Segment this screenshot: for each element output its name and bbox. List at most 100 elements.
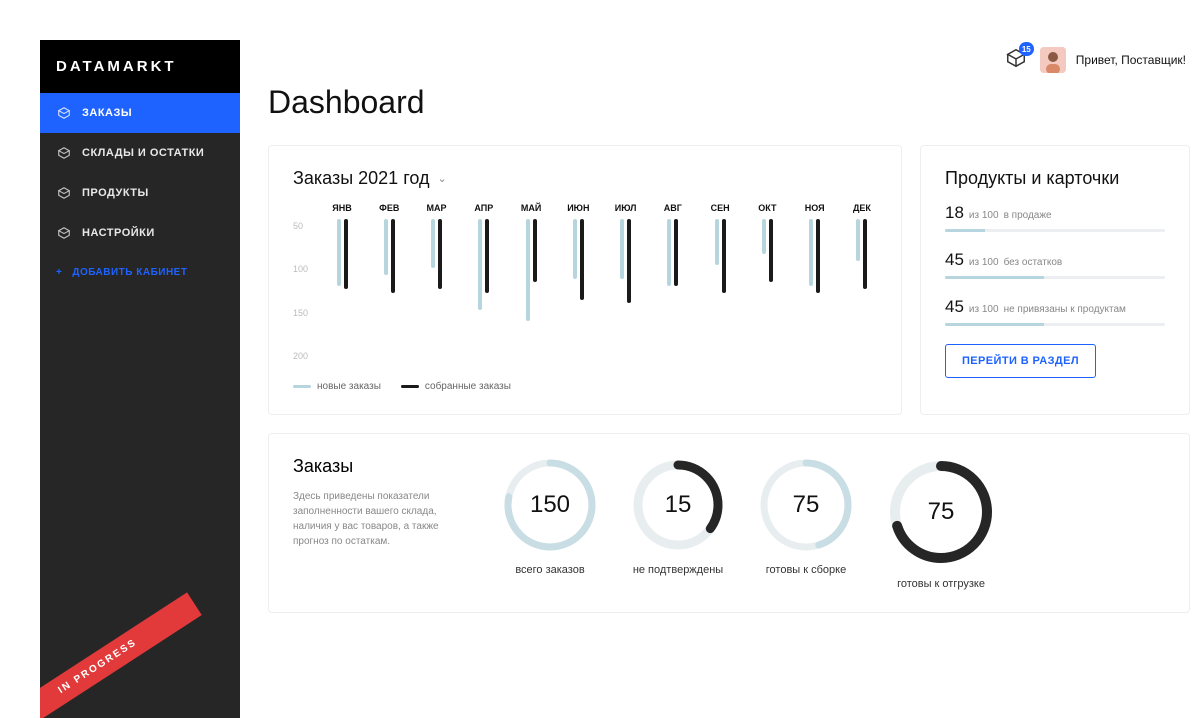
topbar: 15 Привет, Поставщик! — [268, 40, 1190, 74]
month-label: АВГ — [658, 203, 688, 213]
month-label: ФЕВ — [374, 203, 404, 213]
package-icon — [56, 185, 72, 201]
month-label: ОКТ — [752, 203, 782, 213]
notifications-button[interactable]: 15 — [1002, 46, 1030, 74]
donut-label: готовы к отгрузке — [897, 578, 985, 590]
greeting-text: Привет, Поставщик! — [1076, 53, 1186, 67]
bar — [667, 219, 671, 286]
main: 15 Привет, Поставщик! Dashboard Заказы 2… — [240, 40, 1200, 718]
legend-label: собранные заказы — [425, 381, 511, 392]
page-title: Dashboard — [268, 84, 1190, 121]
bar — [674, 219, 678, 286]
sidebar-item-заказы[interactable]: ЗАКАЗЫ — [40, 93, 240, 133]
metric-of: из 100 — [969, 304, 999, 315]
bar — [620, 219, 624, 279]
donut-chart: 75 — [885, 456, 997, 568]
month-label: ИЮН — [563, 203, 593, 213]
donut-chart: 75 — [757, 456, 855, 554]
donut-value: 15 — [629, 456, 727, 554]
donut-item: 150всего заказов — [501, 456, 599, 590]
bar — [580, 219, 584, 300]
products-card: Продукты и карточки 18из 100в продаже45и… — [920, 145, 1190, 415]
go-to-section-button[interactable]: ПЕРЕЙТИ В РАЗДЕЛ — [945, 344, 1096, 378]
chart-title: Заказы 2021 год — [293, 168, 430, 189]
bar — [809, 219, 813, 286]
bar — [438, 219, 442, 289]
donut-item: 75 готовы к отгрузке — [885, 456, 997, 590]
bar — [762, 219, 766, 254]
y-axis: 50100150200 — [293, 221, 308, 361]
nav: ЗАКАЗЫ СКЛАДЫ И ОСТАТКИ ПРОДУКТЫ НАСТРОЙКИ — [40, 93, 240, 253]
bar — [722, 219, 726, 293]
month-label: ЯНВ — [327, 203, 357, 213]
package-icon — [56, 145, 72, 161]
chart-area: 50100150200 ЯНВФЕВМАРАПРМАЙИЮНИЮЛАВГСЕНО… — [293, 203, 877, 371]
bar — [715, 219, 719, 265]
sidebar-item-label: ПРОДУКТЫ — [82, 187, 149, 199]
bar — [526, 219, 530, 321]
bar — [856, 219, 860, 261]
bar — [384, 219, 388, 275]
donut-label: готовы к сборке — [766, 564, 846, 576]
legend-item: новые заказы — [293, 381, 381, 392]
package-icon — [56, 105, 72, 121]
metric-label: не привязаны к продуктам — [1004, 304, 1126, 315]
donut-charts: 150всего заказов 15не подтверждены 75 готов… — [501, 456, 1165, 590]
bar — [863, 219, 867, 289]
bar-group — [800, 219, 830, 359]
bar — [485, 219, 489, 293]
orders-card-description: Здесь приведены показатели заполненности… — [293, 489, 473, 549]
month-label: МАЙ — [516, 203, 546, 213]
sidebar-item-label: НАСТРОЙКИ — [82, 227, 155, 239]
legend-item: собранные заказы — [401, 381, 511, 392]
bar-group — [327, 219, 357, 359]
sidebar-item-продукты[interactable]: ПРОДУКТЫ — [40, 173, 240, 213]
month-label: АПР — [469, 203, 499, 213]
bar — [816, 219, 820, 293]
sidebar-item-настройки[interactable]: НАСТРОЙКИ — [40, 213, 240, 253]
sidebar-item-склады-и-остатки[interactable]: СКЛАДЫ И ОСТАТКИ — [40, 133, 240, 173]
metric-value: 45 — [945, 297, 964, 317]
add-cabinet-button[interactable]: + ДОБАВИТЬ КАБИНЕТ — [40, 253, 240, 292]
bar-group — [422, 219, 452, 359]
orders-summary-card: Заказы Здесь приведены показатели заполн… — [268, 433, 1190, 613]
donut-item: 75 готовы к сборке — [757, 456, 855, 590]
product-metric: 45из 100без остатков — [945, 250, 1165, 279]
chart-bars — [327, 219, 877, 359]
bar-group — [611, 219, 641, 359]
brand-logo: DATAMARKT — [40, 40, 240, 93]
add-cabinet-label: ДОБАВИТЬ КАБИНЕТ — [72, 267, 187, 278]
progress-fill — [945, 276, 1044, 279]
donut-chart: 150 — [501, 456, 599, 554]
product-metric: 18из 100в продаже — [945, 203, 1165, 232]
donut-chart: 15 — [629, 456, 727, 554]
sidebar-item-label: СКЛАДЫ И ОСТАТКИ — [82, 147, 204, 159]
x-axis-labels: ЯНВФЕВМАРАПРМАЙИЮНИЮЛАВГСЕНОКТНОЯДЕК — [327, 203, 877, 213]
progress-track — [945, 229, 1165, 232]
chevron-down-icon: ⌄ — [438, 172, 447, 185]
donut-item: 15не подтверждены — [629, 456, 727, 590]
progress-fill — [945, 229, 985, 232]
donut-value: 150 — [501, 456, 599, 554]
avatar[interactable] — [1040, 47, 1066, 73]
month-label: ДЕК — [847, 203, 877, 213]
plus-icon: + — [56, 267, 62, 278]
bar-group — [374, 219, 404, 359]
metric-label: без остатков — [1004, 257, 1063, 268]
month-label: НОЯ — [800, 203, 830, 213]
product-metric: 45 из 100 не привязаны к продуктам — [945, 297, 1165, 326]
legend-swatch — [401, 385, 419, 388]
donut-value: 75 — [885, 456, 997, 568]
progress-track — [945, 276, 1165, 279]
donut-value: 75 — [757, 456, 855, 554]
sidebar-item-label: ЗАКАЗЫ — [82, 107, 132, 119]
chart-title-dropdown[interactable]: Заказы 2021 год ⌄ — [293, 168, 877, 189]
month-label: СЕН — [705, 203, 735, 213]
bar — [573, 219, 577, 279]
metric-value: 45 — [945, 250, 964, 270]
progress-track — [945, 323, 1165, 326]
bar-group — [469, 219, 499, 359]
orders-chart-card: Заказы 2021 год ⌄ 50100150200 ЯНВФЕВМАРА… — [268, 145, 902, 415]
bar — [769, 219, 773, 282]
progress-fill — [945, 323, 1044, 326]
